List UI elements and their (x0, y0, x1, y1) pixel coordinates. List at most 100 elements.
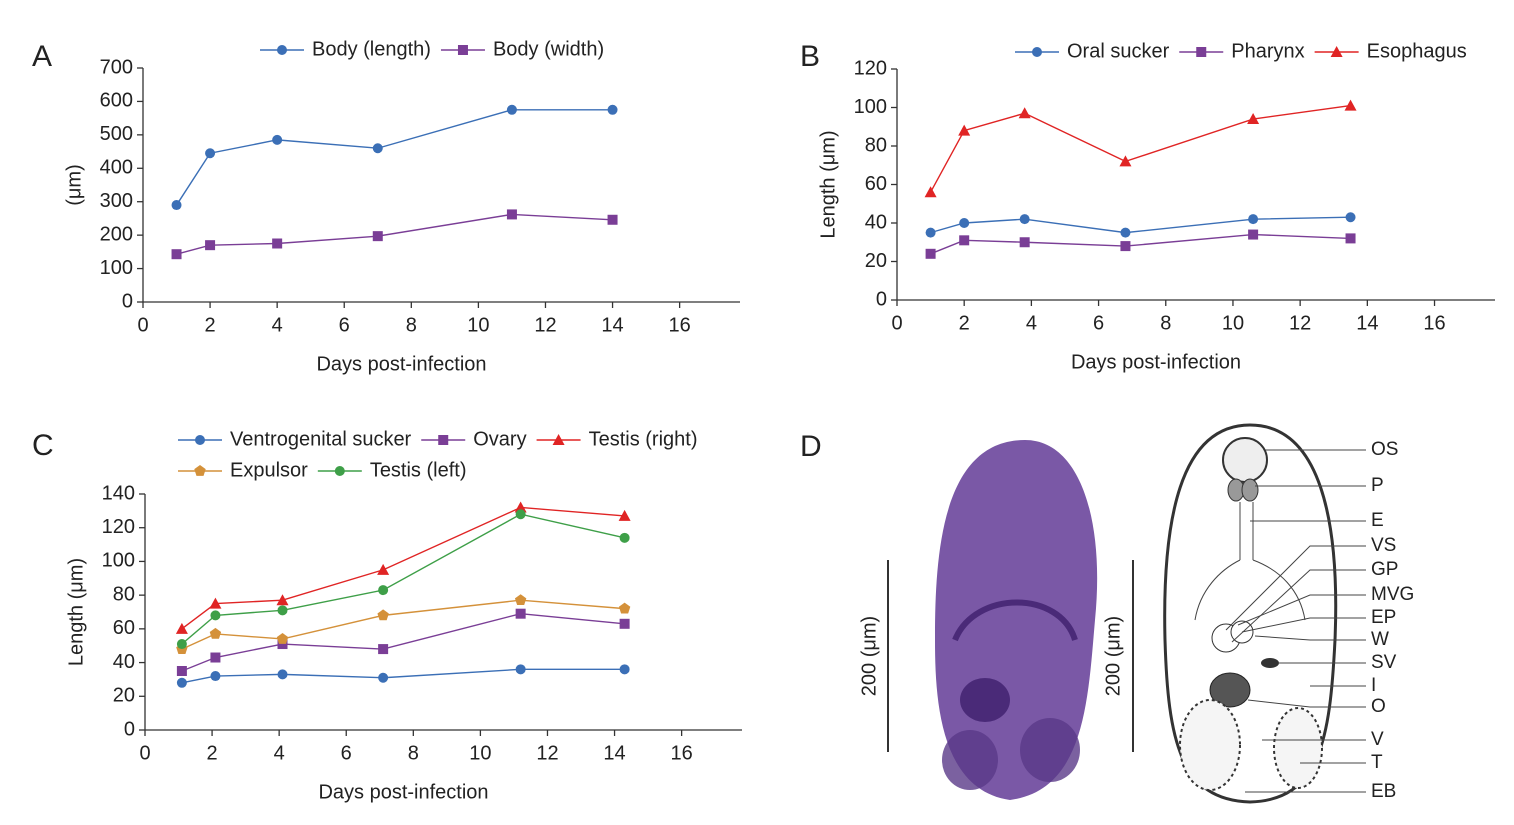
marker (171, 200, 182, 211)
legend-marker (194, 465, 206, 476)
structure-label: O (1371, 696, 1386, 717)
y-tick-label: 600 (100, 90, 133, 112)
structure-label: SV (1371, 652, 1397, 673)
x-axis-title: Days post-infection (318, 781, 488, 803)
marker (210, 652, 221, 663)
marker (1345, 233, 1356, 244)
y-tick-label: 40 (865, 211, 887, 233)
marker (515, 664, 526, 675)
x-axis-title: Days post-infection (316, 353, 486, 375)
x-tick-label: 2 (205, 314, 216, 336)
marker (277, 639, 288, 650)
marker (515, 509, 526, 520)
panel-label: B (800, 40, 820, 73)
x-tick-label: 14 (1356, 312, 1378, 334)
photo-ovary (960, 678, 1010, 722)
x-tick-label: 14 (603, 742, 625, 764)
scale-label: 200 (μm) (858, 616, 880, 696)
y-tick-label: 60 (865, 173, 887, 195)
y-tick-label: 500 (100, 123, 133, 145)
y-tick-label: 80 (113, 583, 135, 605)
legend-marker (195, 435, 205, 445)
x-tick-label: 2 (959, 312, 970, 334)
x-tick-label: 16 (671, 742, 693, 764)
x-tick-label: 10 (469, 742, 491, 764)
y-tick-label: 300 (100, 190, 133, 212)
marker (1247, 113, 1260, 125)
x-tick-label: 8 (406, 314, 417, 336)
marker (1120, 241, 1131, 252)
legend-marker (552, 434, 565, 445)
legend-marker (1032, 47, 1042, 57)
x-tick-label: 6 (339, 314, 350, 336)
series-line (181, 599, 625, 650)
marker (959, 235, 970, 246)
seminal-vesicle (1261, 658, 1279, 668)
leader-line (1225, 545, 1366, 631)
testis (1179, 699, 1241, 791)
marker (1120, 227, 1131, 238)
marker (619, 664, 630, 675)
marker (372, 143, 383, 154)
structure-label: T (1371, 752, 1383, 773)
legend-label: Testis (left) (370, 459, 467, 481)
y-axis-title: Length (μm) (65, 558, 87, 666)
marker (506, 104, 517, 115)
y-tick-label: 60 (113, 617, 135, 639)
series-line (930, 233, 1351, 255)
structure-label: MVG (1371, 584, 1414, 605)
structure-label: P (1371, 475, 1384, 496)
marker (1019, 214, 1030, 225)
marker (378, 672, 389, 683)
marker (372, 231, 383, 242)
marker (1248, 214, 1259, 225)
panel-d: D 200 (μm) 200 (μm) OS PE VS GP MVGEPWSVIOVT… (800, 423, 1414, 804)
marker (210, 671, 221, 682)
marker (276, 632, 289, 644)
series-line (181, 513, 625, 645)
legend-marker (334, 466, 345, 476)
esophagus (1194, 502, 1306, 621)
y-tick-label: 20 (113, 685, 135, 707)
structure-label: GP (1371, 559, 1398, 580)
marker (1344, 99, 1357, 111)
x-tick-label: 8 (1160, 312, 1171, 334)
panel-label: A (32, 40, 52, 73)
series-line (176, 213, 613, 255)
photo-testis (1020, 718, 1080, 782)
series-line (929, 104, 1351, 193)
leader-line (1241, 617, 1366, 633)
x-tick-label: 12 (534, 314, 556, 336)
legend-marker (438, 435, 449, 445)
x-tick-label: 14 (601, 314, 623, 336)
legend-label: Ventrogenital sucker (230, 428, 412, 450)
marker (515, 608, 526, 619)
marker (1248, 229, 1259, 240)
y-tick-label: 120 (102, 516, 135, 538)
panel-label: C (32, 429, 54, 462)
x-tick-label: 10 (1222, 312, 1244, 334)
legend-label: Body (width) (493, 38, 604, 60)
x-tick-label: 0 (891, 312, 902, 334)
y-tick-label: 700 (100, 56, 133, 78)
legend-marker (457, 45, 468, 55)
marker (607, 214, 618, 225)
leader-line (1254, 635, 1366, 641)
legend-label: Expulsor (230, 459, 308, 481)
leader-line (1237, 594, 1366, 626)
marker (1119, 155, 1132, 167)
marker (377, 563, 390, 575)
marker (176, 666, 187, 676)
x-tick-label: 6 (1093, 312, 1104, 334)
x-tick-label: 16 (669, 314, 691, 336)
scale-label: 200 (μm) (1102, 616, 1124, 696)
x-tick-label: 2 (207, 742, 218, 764)
photo-testis (942, 730, 998, 790)
structure-label: EP (1371, 607, 1396, 628)
photo-fold (952, 599, 1078, 642)
marker (209, 627, 222, 639)
marker (506, 209, 517, 220)
y-tick-label: 80 (865, 134, 887, 156)
legend-label: Pharynx (1231, 40, 1304, 62)
